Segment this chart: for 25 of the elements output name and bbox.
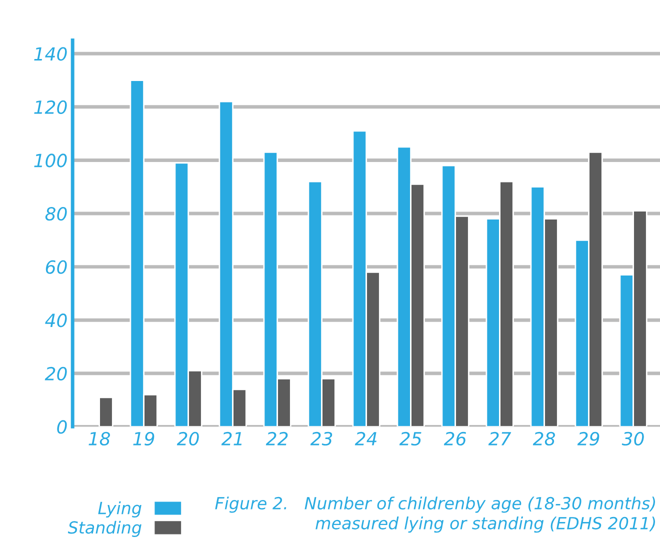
x-tick-label: 19 bbox=[133, 432, 154, 446]
x-tick-label: 21 bbox=[221, 432, 242, 446]
y-tick-label: 120 bbox=[34, 100, 67, 114]
y-tick-label: 140 bbox=[34, 47, 67, 61]
text: Figure 2. Number of childrenby age (18-30 months) measured lying or standing (EDHS 2011) bbox=[215, 496, 656, 533]
y-tick-label: 40 bbox=[45, 314, 67, 328]
y-tick-label: 80 bbox=[45, 206, 67, 221]
x-tick-label: 28 bbox=[532, 432, 556, 446]
y-tick-label: 0 bbox=[57, 420, 67, 434]
x-tick-label: 25 bbox=[399, 432, 422, 446]
x-tick-label: 18 bbox=[88, 432, 110, 446]
x-tick-label: 29 bbox=[577, 432, 600, 446]
x-tick-label: 24 bbox=[354, 432, 376, 446]
legend-label: Standing bbox=[68, 520, 142, 537]
y-tick-label: 100 bbox=[34, 154, 67, 168]
x-tick-label: 26 bbox=[444, 432, 466, 446]
x-tick-label: 23 bbox=[310, 432, 332, 446]
x-tick-label: 27 bbox=[488, 432, 512, 446]
y-tick-label: 60 bbox=[46, 260, 67, 274]
x-tick-label: 30 bbox=[622, 432, 644, 446]
x-tick-label: 22 bbox=[266, 432, 288, 446]
bar bbox=[98, 396, 114, 427]
legend-label: Lying bbox=[98, 501, 142, 518]
x-tick-label: 20 bbox=[176, 432, 199, 446]
y-tick-label: 20 bbox=[44, 366, 67, 381]
